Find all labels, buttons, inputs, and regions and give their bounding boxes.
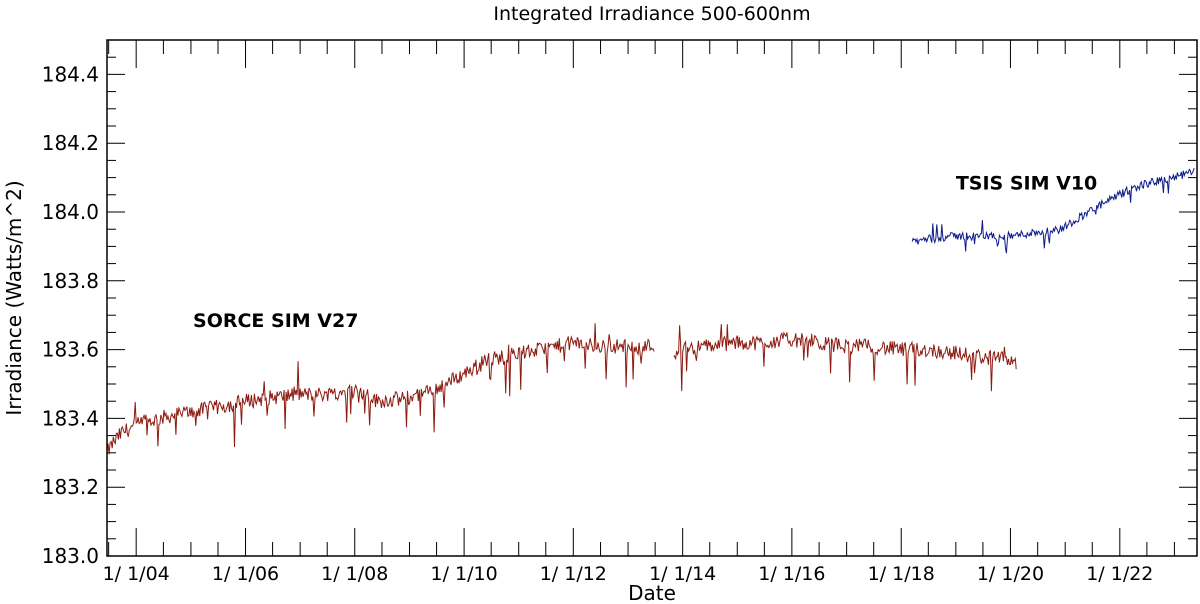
x-tick-label: 1/ 1/10 [430, 563, 497, 585]
x-tick-label: 1/ 1/22 [1086, 563, 1153, 585]
tick-layer [107, 39, 1197, 557]
plot-frame [106, 39, 1198, 557]
y-tick-label: 183.0 [42, 544, 99, 568]
y-axis-label: Irradiance (Watts/m^2) [2, 180, 26, 415]
x-tick-label: 1/ 1/20 [977, 563, 1044, 585]
y-tick-label: 184.2 [42, 131, 99, 155]
series-line [911, 167, 1195, 254]
series-label: TSIS SIM V10 [956, 173, 1097, 195]
y-tick-label: 183.2 [42, 475, 99, 499]
series-line [106, 323, 1017, 455]
chart-title: Integrated Irradiance 500-600nm [493, 3, 810, 25]
y-tick-label: 183.8 [42, 269, 99, 293]
x-tick-label: 1/ 1/12 [540, 563, 607, 585]
x-tick-label: 1/ 1/18 [868, 563, 935, 585]
series-label: SORCE SIM V27 [193, 310, 358, 332]
x-tick-label: 1/ 1/16 [758, 563, 825, 585]
x-tick-label: 1/ 1/04 [103, 563, 170, 585]
x-tick-label: 1/ 1/14 [649, 563, 716, 585]
label-layer: 183.0 183.2 183.4 183.6 183.8 184.0 184.2 184.4… [42, 62, 1154, 585]
x-tick-label: 1/ 1/08 [321, 563, 388, 585]
x-axis-label: Date [628, 581, 676, 604]
y-tick-label: 184.0 [42, 200, 99, 224]
y-tick-label: 184.4 [42, 62, 99, 86]
y-tick-label: 183.6 [42, 338, 99, 362]
series-layer [106, 167, 1195, 455]
y-tick-label: 183.4 [42, 406, 99, 430]
x-tick-label: 1/ 1/06 [212, 563, 279, 585]
